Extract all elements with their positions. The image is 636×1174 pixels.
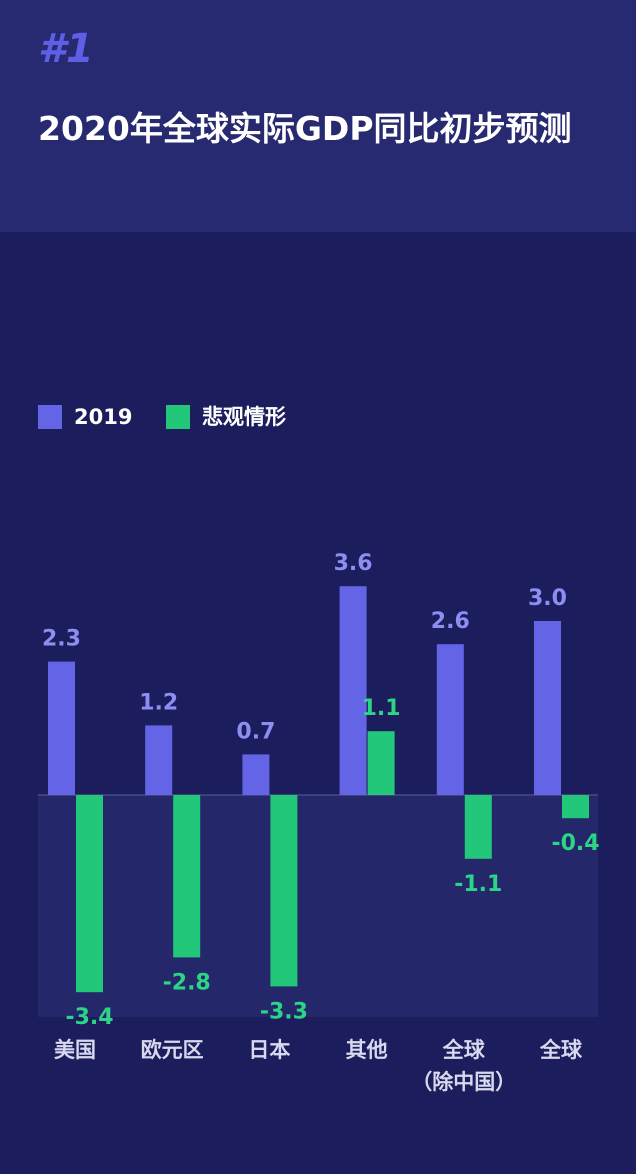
bar: [270, 795, 298, 987]
bar: [76, 795, 103, 993]
bar: [367, 731, 395, 795]
bar: [48, 661, 75, 795]
value-label: 1.2: [139, 690, 178, 715]
bar: [242, 754, 270, 795]
x-tick-label: 日本: [248, 1038, 291, 1062]
bar: [436, 644, 464, 795]
x-tick-label: 欧元区: [140, 1038, 204, 1062]
legend-swatch: [166, 405, 190, 429]
value-label: 2.3: [42, 627, 81, 652]
x-tick-label: 全球: [540, 1038, 582, 1062]
x-tick-label: 全球 （除中国）: [411, 1038, 517, 1094]
value-label: -2.8: [163, 970, 211, 995]
value-label: -3.3: [260, 999, 308, 1024]
value-label: -0.4: [551, 831, 599, 856]
bar: [145, 725, 173, 795]
value-label: 0.7: [236, 719, 275, 744]
bar: [534, 621, 561, 795]
chart-title: 2020年全球实际GDP同比初步预测: [38, 109, 572, 148]
bar: [562, 795, 589, 819]
value-label: 2.6: [431, 609, 470, 634]
legend-label: 2019: [74, 405, 132, 429]
tag: #1: [38, 26, 94, 72]
bar: [173, 795, 201, 958]
legend-swatch: [38, 405, 62, 429]
value-label: 1.1: [362, 696, 401, 721]
bar: [464, 795, 492, 859]
value-label: -1.1: [454, 872, 502, 897]
x-tick-label: 其他: [345, 1038, 388, 1062]
lower-panel: [38, 795, 598, 1017]
legend-label: 悲观情形: [202, 405, 286, 429]
value-label: -3.4: [65, 1005, 113, 1030]
value-label: 3.0: [528, 586, 567, 611]
x-tick-label: 美国: [54, 1038, 96, 1062]
bar: [339, 586, 367, 795]
header: #1 2020年全球实际GDP同比初步预测: [0, 0, 636, 232]
value-label: 3.6: [334, 551, 373, 576]
